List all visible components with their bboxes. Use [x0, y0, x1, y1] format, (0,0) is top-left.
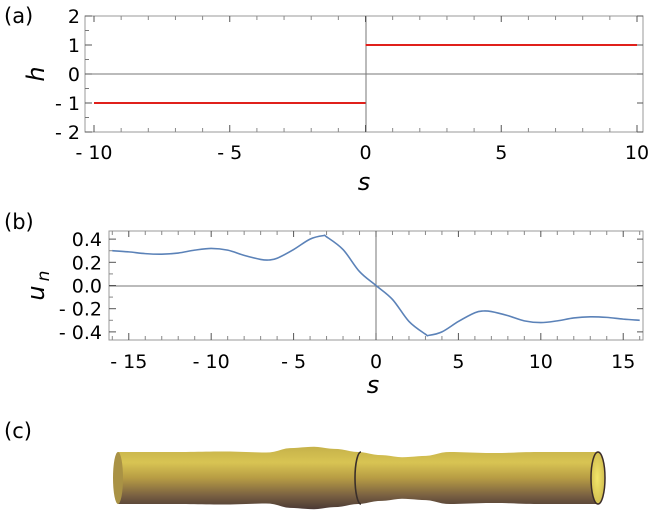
x-tick-label: 15 — [611, 351, 635, 373]
x-tick-label: - 5 — [281, 351, 306, 373]
x-tick-label: 0 — [359, 142, 371, 164]
panel-b-ylabel-group: u n — [22, 271, 54, 301]
y-tick-label: 0.0 — [72, 276, 102, 298]
y-tick-label: 0 — [68, 64, 80, 86]
panel-b-ytick-labels: 0.40.20.0- 0.2- 0.4 — [59, 229, 102, 344]
panel-c: (c) — [4, 419, 606, 510]
y-tick-label: - 2 — [55, 122, 80, 144]
panel-a-series — [94, 44, 637, 104]
x-tick-label: 0 — [370, 351, 382, 373]
y-tick-label: - 1 — [55, 93, 80, 115]
panel-b-label: (b) — [4, 210, 34, 234]
panel-a-ylabel: h — [22, 66, 50, 81]
tube-right-opening — [590, 451, 606, 505]
tube-seam-ring — [354, 451, 362, 505]
panel-b-series — [112, 234, 640, 337]
panel-a-ytick-labels: 2 1 0 - 1 - 2 — [55, 6, 80, 144]
panel-c-label: (c) — [4, 419, 32, 443]
x-tick-label: 5 — [452, 351, 464, 373]
panel-b-ylabel-subscript: n — [34, 271, 54, 282]
x-tick-label: 10 — [529, 351, 553, 373]
x-tick-label: - 15 — [110, 351, 147, 373]
y-tick-label: - 0.4 — [59, 322, 102, 344]
panel-b-ylabel: u — [22, 285, 50, 300]
un-curve — [112, 234, 640, 337]
panel-a-xlabel: s — [358, 168, 371, 196]
y-tick-label: 0.4 — [72, 229, 102, 251]
panel-b-ticks — [109, 231, 643, 340]
panel-a: (a) 210- 1- 2 - 10- 5 0 5 10 s h — [4, 4, 648, 196]
tube-body — [118, 446, 598, 510]
tube-surface — [113, 446, 606, 510]
y-tick-label: 1 — [68, 35, 80, 57]
x-tick-label: 5 — [495, 142, 507, 164]
panel-a-label: (a) — [4, 4, 33, 28]
panel-b-xlabel: s — [367, 371, 380, 399]
panel-a-xtick-labels: - 10 - 5 0 5 10 — [75, 142, 648, 164]
panel-b-xtick-labels: - 15 - 10 - 5 0 5 10 15 — [110, 351, 635, 373]
x-tick-label: - 10 — [193, 351, 230, 373]
y-tick-label: - 0.2 — [59, 299, 102, 321]
x-tick-label: - 10 — [75, 142, 112, 164]
panel-b: (b) 0.40.20.0- 0.2- 0.4 - 15 - 10 - 5 0 5 10 1… — [4, 210, 644, 399]
tube-left-end — [113, 452, 123, 504]
panel-a-ticks — [85, 15, 643, 133]
y-tick-label: 0.2 — [72, 252, 102, 274]
y-tick-label: 2 — [68, 6, 80, 28]
x-tick-label: - 5 — [217, 142, 242, 164]
x-tick-label: 10 — [625, 142, 648, 164]
